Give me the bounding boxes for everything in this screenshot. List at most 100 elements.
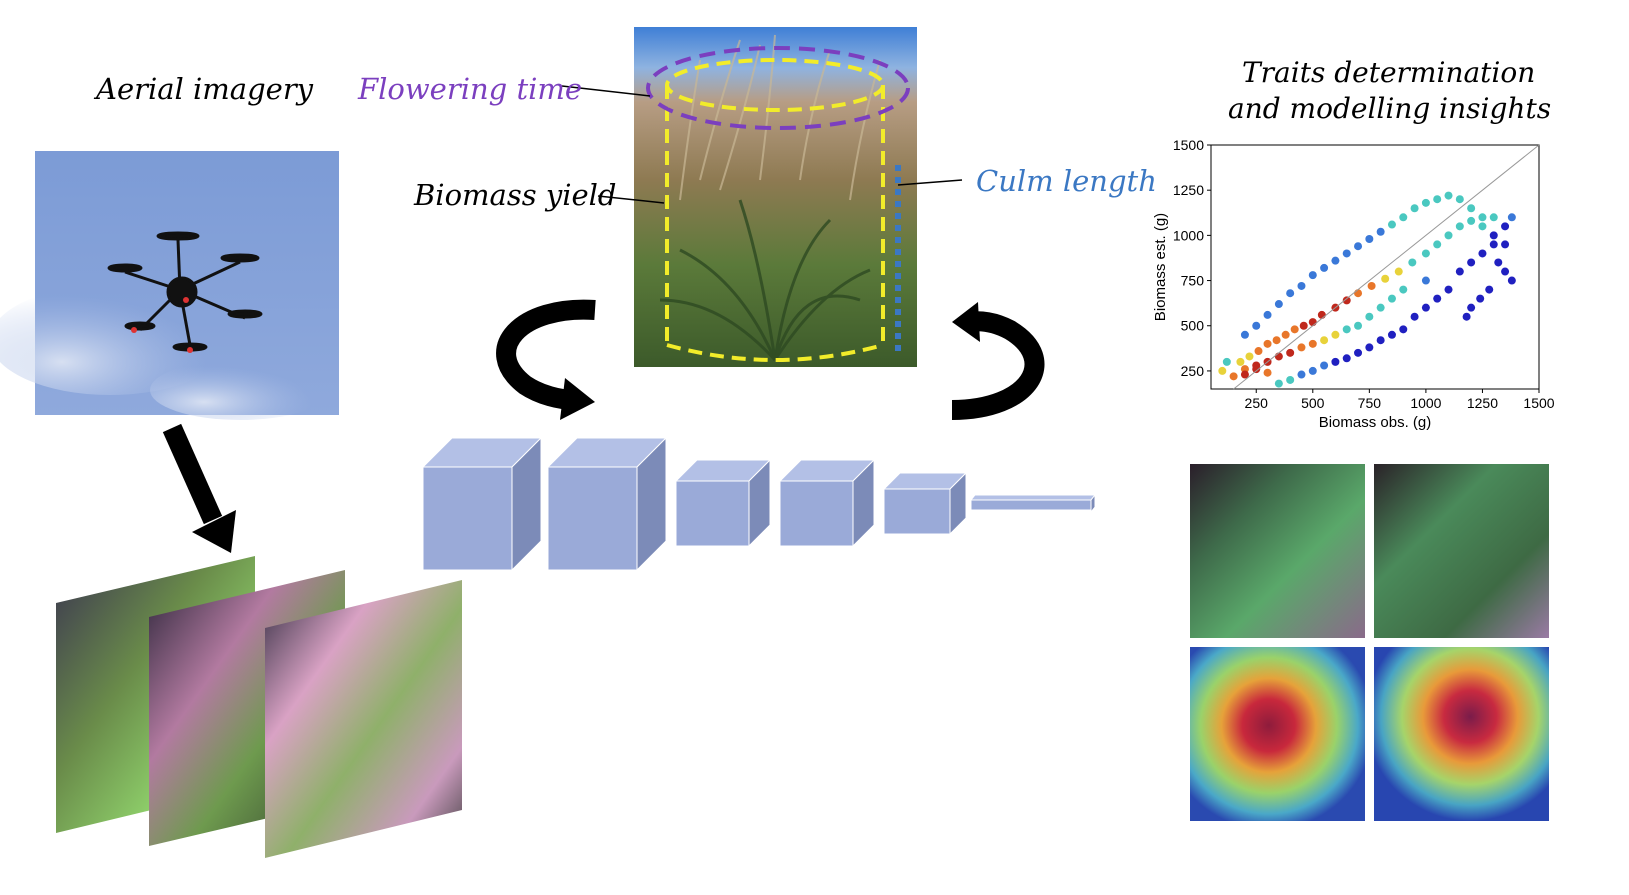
scatter-point	[1478, 213, 1487, 222]
scatter-point	[1354, 321, 1363, 330]
biomass-yield-label: Biomass yield	[414, 178, 617, 212]
scatter-point	[1274, 352, 1283, 361]
scatter-point	[1467, 258, 1476, 267]
scatter-point	[1320, 361, 1329, 370]
scatter-point	[1331, 357, 1340, 366]
scatter-point	[1501, 240, 1510, 249]
dense-layer	[969, 493, 1097, 514]
scatter-points	[1218, 191, 1516, 388]
leader-flowering	[561, 85, 651, 97]
scatter-point	[1376, 336, 1385, 345]
scatter-point	[1433, 294, 1442, 303]
scatter-point	[1252, 365, 1261, 374]
scatter-point	[1476, 294, 1485, 303]
scatter-point	[1286, 375, 1295, 384]
scatter-point	[1507, 276, 1516, 285]
scatter-point	[1399, 325, 1408, 334]
y-tick-label: 1500	[1173, 137, 1204, 153]
scatter-point	[1381, 274, 1390, 283]
x-tick-label: 1250	[1467, 395, 1498, 411]
scatter-point	[1376, 303, 1385, 312]
scatter-point	[1281, 330, 1290, 339]
scatter-point	[1286, 289, 1295, 298]
scatter-point	[1308, 318, 1317, 327]
scatter-point	[1286, 348, 1295, 357]
scatter-point	[1240, 370, 1249, 379]
leader-biomass	[597, 195, 665, 204]
rgb-patch-2	[1374, 464, 1549, 638]
scatter-point	[1354, 242, 1363, 251]
scatter-point	[1365, 343, 1374, 352]
scatter-point	[1462, 312, 1471, 321]
scatter-point	[1444, 231, 1453, 240]
scatter-point	[1421, 249, 1430, 258]
scatter-point	[1299, 321, 1308, 330]
scatter-point	[1263, 339, 1272, 348]
heatmap-patch-1	[1190, 647, 1365, 821]
flowering-ellipse	[646, 46, 910, 130]
drone-photo	[0, 151, 339, 420]
scatter-point	[1317, 310, 1326, 319]
scatter-point	[1222, 357, 1231, 366]
y-axis-label: Biomass est. (g)	[1152, 213, 1169, 321]
drone-icon	[107, 231, 263, 353]
scatter-point	[1485, 285, 1494, 294]
scatter-point	[1342, 296, 1351, 305]
plot-frame	[1210, 144, 1540, 390]
scatter-point	[1367, 281, 1376, 290]
measurement-cylinder	[665, 58, 885, 362]
scatter-point	[1252, 321, 1261, 330]
scatter-point	[1308, 339, 1317, 348]
scatter-point	[1263, 368, 1272, 377]
scatter-point	[1489, 240, 1498, 249]
scatter-point	[1342, 249, 1351, 258]
scatter-point	[1218, 366, 1227, 375]
scatter-point	[1320, 263, 1329, 272]
scatter-point	[1455, 195, 1464, 204]
scatter-point	[1410, 204, 1419, 213]
scatter-point	[1501, 222, 1510, 231]
scatter-point	[1354, 348, 1363, 357]
x-tick-label: 500	[1301, 395, 1325, 411]
curved-arrow-right-icon	[951, 302, 1045, 420]
traits-title-line1: Traits determination	[1242, 56, 1536, 89]
scatter-point	[1376, 227, 1385, 236]
conv-block-2	[546, 436, 668, 572]
scatter-point	[1320, 336, 1329, 345]
culm-length-label: Culm length	[976, 164, 1157, 198]
curved-arrow-left-icon	[496, 299, 596, 420]
aerial-imagery-label: Aerial imagery	[96, 72, 314, 106]
scatter-point	[1408, 258, 1417, 267]
x-axis-label: Biomass obs. (g)	[1319, 414, 1432, 431]
scatter-point	[1365, 234, 1374, 243]
scatter-point	[1387, 220, 1396, 229]
scatter-point	[1444, 191, 1453, 200]
traits-title-line2: and modelling insights	[1228, 92, 1552, 125]
scatter-point	[1467, 216, 1476, 225]
scatter-point	[1297, 370, 1306, 379]
scatter-point	[1494, 258, 1503, 267]
scatter-point	[1245, 352, 1254, 361]
scatter-point	[1478, 249, 1487, 258]
scatter-point	[1399, 213, 1408, 222]
y-tick-label: 1250	[1173, 182, 1204, 198]
scatter-point	[1507, 213, 1516, 222]
scatter-point	[1297, 281, 1306, 290]
scatter-point	[1478, 222, 1487, 231]
scatter-point	[1387, 330, 1396, 339]
leader-culm	[897, 179, 963, 186]
x-tick-label: 250	[1245, 395, 1269, 411]
x-tick-label: 750	[1358, 395, 1382, 411]
scatter-point	[1489, 231, 1498, 240]
scatter-point	[1342, 325, 1351, 334]
scatter-point	[1290, 325, 1299, 334]
scatter-point	[1254, 347, 1263, 356]
scatter-point	[1331, 256, 1340, 265]
y-tick-label: 750	[1181, 273, 1205, 289]
scatter-point	[1394, 267, 1403, 276]
scatter-point	[1272, 336, 1281, 345]
scatter-point	[1342, 354, 1351, 363]
scatter-point	[1274, 300, 1283, 309]
scatter-point	[1433, 195, 1442, 204]
scatter-point	[1433, 240, 1442, 249]
